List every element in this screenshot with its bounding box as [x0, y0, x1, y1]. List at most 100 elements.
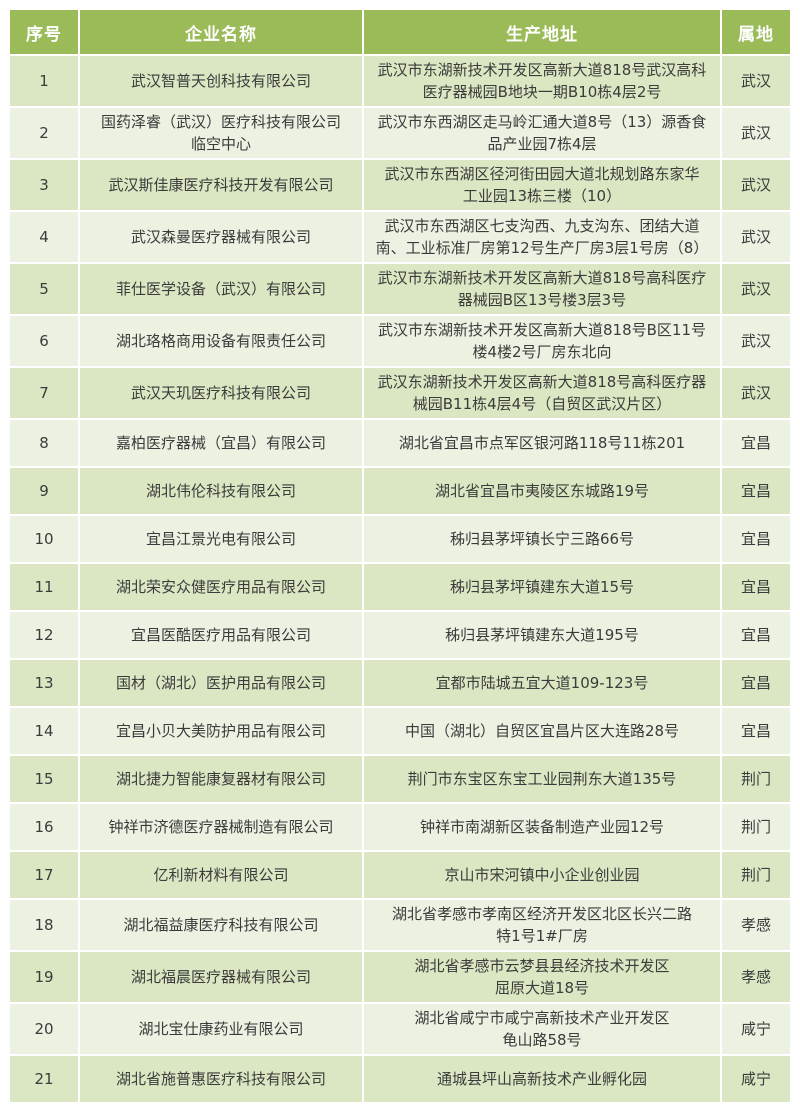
table-row: 1 武汉智普天创科技有限公司 武汉市东湖新技术开发区高新大道818号武汉高科 医… — [10, 56, 790, 106]
table-row: 16 钟祥市济德医疗器械制造有限公司 钟祥市南湖新区装备制造产业园12号 荆门 — [10, 804, 790, 850]
cell-region: 孝感 — [722, 900, 790, 950]
cell-region: 武汉 — [722, 368, 790, 418]
cell-company-name: 湖北福晨医疗器械有限公司 — [80, 952, 362, 1002]
table-body: 1 武汉智普天创科技有限公司 武汉市东湖新技术开发区高新大道818号武汉高科 医… — [10, 56, 790, 1102]
cell-index: 3 — [10, 160, 78, 210]
cell-company-name: 宜昌小贝大美防护用品有限公司 — [80, 708, 362, 754]
cell-index: 4 — [10, 212, 78, 262]
cell-company-name: 湖北荣安众健医疗用品有限公司 — [80, 564, 362, 610]
table-row: 19 湖北福晨医疗器械有限公司 湖北省孝感市云梦县县经济技术开发区 屈原大道18… — [10, 952, 790, 1002]
cell-company-name: 湖北捷力智能康复器材有限公司 — [80, 756, 362, 802]
cell-region: 咸宁 — [722, 1056, 790, 1102]
table-row: 11 湖北荣安众健医疗用品有限公司 秭归县茅坪镇建东大道15号 宜昌 — [10, 564, 790, 610]
cell-address: 武汉东湖新技术开发区高新大道818号高科医疗器 械园B11栋4层4号（自贸区武汉… — [364, 368, 720, 418]
cell-address: 湖北省孝感市云梦县县经济技术开发区 屈原大道18号 — [364, 952, 720, 1002]
cell-address: 钟祥市南湖新区装备制造产业园12号 — [364, 804, 720, 850]
cell-index: 6 — [10, 316, 78, 366]
cell-address: 荆门市东宝区东宝工业园荆东大道135号 — [364, 756, 720, 802]
company-table: 序号 企业名称 生产地址 属地 1 武汉智普天创科技有限公司 武汉市东湖新技术开… — [8, 8, 792, 1104]
cell-region: 宜昌 — [722, 612, 790, 658]
header-company-name: 企业名称 — [80, 10, 362, 54]
cell-index: 12 — [10, 612, 78, 658]
cell-index: 5 — [10, 264, 78, 314]
cell-region: 咸宁 — [722, 1004, 790, 1054]
cell-region: 荆门 — [722, 852, 790, 898]
table-row: 6 湖北珞格商用设备有限责任公司 武汉市东湖新技术开发区高新大道818号B区11… — [10, 316, 790, 366]
cell-region: 武汉 — [722, 56, 790, 106]
table-row: 10 宜昌江景光电有限公司 秭归县茅坪镇长宁三路66号 宜昌 — [10, 516, 790, 562]
cell-address: 湖北省咸宁市咸宁高新技术产业开发区 龟山路58号 — [364, 1004, 720, 1054]
header-region: 属地 — [722, 10, 790, 54]
cell-company-name: 湖北珞格商用设备有限责任公司 — [80, 316, 362, 366]
cell-index: 13 — [10, 660, 78, 706]
cell-address: 秭归县茅坪镇建东大道195号 — [364, 612, 720, 658]
table-row: 17 亿利新材料有限公司 京山市宋河镇中小企业创业园 荆门 — [10, 852, 790, 898]
table-row: 2 国药泽睿（武汉）医疗科技有限公司 临空中心 武汉市东西湖区走马岭汇通大道8号… — [10, 108, 790, 158]
cell-company-name: 宜昌江景光电有限公司 — [80, 516, 362, 562]
cell-index: 21 — [10, 1056, 78, 1102]
cell-address: 武汉市东湖新技术开发区高新大道818号B区11号 楼4楼2号厂房东北向 — [364, 316, 720, 366]
cell-address: 京山市宋河镇中小企业创业园 — [364, 852, 720, 898]
cell-company-name: 湖北省施普惠医疗科技有限公司 — [80, 1056, 362, 1102]
cell-address: 湖北省孝感市孝南区经济开发区北区长兴二路 特1号1#厂房 — [364, 900, 720, 950]
cell-address: 通城县坪山高新技术产业孵化园 — [364, 1056, 720, 1102]
table-row: 9 湖北伟伦科技有限公司 湖北省宜昌市夷陵区东城路19号 宜昌 — [10, 468, 790, 514]
cell-region: 武汉 — [722, 316, 790, 366]
cell-index: 20 — [10, 1004, 78, 1054]
cell-address: 秭归县茅坪镇建东大道15号 — [364, 564, 720, 610]
cell-index: 15 — [10, 756, 78, 802]
cell-index: 8 — [10, 420, 78, 466]
cell-index: 14 — [10, 708, 78, 754]
cell-index: 19 — [10, 952, 78, 1002]
cell-address: 湖北省宜昌市点军区银河路118号11栋201 — [364, 420, 720, 466]
cell-company-name: 亿利新材料有限公司 — [80, 852, 362, 898]
cell-region: 宜昌 — [722, 516, 790, 562]
cell-address: 武汉市东湖新技术开发区高新大道818号高科医疗 器械园B区13号楼3层3号 — [364, 264, 720, 314]
cell-index: 10 — [10, 516, 78, 562]
cell-region: 武汉 — [722, 212, 790, 262]
cell-region: 孝感 — [722, 952, 790, 1002]
cell-company-name: 武汉斯佳康医疗科技开发有限公司 — [80, 160, 362, 210]
cell-company-name: 宜昌医酷医疗用品有限公司 — [80, 612, 362, 658]
cell-company-name: 武汉森曼医疗器械有限公司 — [80, 212, 362, 262]
table-row: 18 湖北福益康医疗科技有限公司 湖北省孝感市孝南区经济开发区北区长兴二路 特1… — [10, 900, 790, 950]
header-row: 序号 企业名称 生产地址 属地 — [10, 10, 790, 54]
cell-index: 1 — [10, 56, 78, 106]
cell-address: 武汉市东西湖区七支沟西、九支沟东、团结大道 南、工业标准厂房第12号生产厂房3层… — [364, 212, 720, 262]
cell-address: 秭归县茅坪镇长宁三路66号 — [364, 516, 720, 562]
cell-address: 宜都市陆城五宜大道109-123号 — [364, 660, 720, 706]
cell-address: 武汉市东西湖区走马岭汇通大道8号（13）源香食 品产业园7栋4层 — [364, 108, 720, 158]
cell-region: 宜昌 — [722, 420, 790, 466]
table-row: 14 宜昌小贝大美防护用品有限公司 中国（湖北）自贸区宜昌片区大连路28号 宜昌 — [10, 708, 790, 754]
cell-index: 9 — [10, 468, 78, 514]
cell-company-name: 嘉柏医疗器械（宜昌）有限公司 — [80, 420, 362, 466]
table-row: 5 菲仕医学设备（武汉）有限公司 武汉市东湖新技术开发区高新大道818号高科医疗… — [10, 264, 790, 314]
cell-index: 17 — [10, 852, 78, 898]
cell-address: 武汉市东西湖区径河街田园大道北规划路东家华 工业园13栋三楼（10） — [364, 160, 720, 210]
table-row: 8 嘉柏医疗器械（宜昌）有限公司 湖北省宜昌市点军区银河路118号11栋201 … — [10, 420, 790, 466]
table-row: 4 武汉森曼医疗器械有限公司 武汉市东西湖区七支沟西、九支沟东、团结大道 南、工… — [10, 212, 790, 262]
table-row: 13 国材（湖北）医护用品有限公司 宜都市陆城五宜大道109-123号 宜昌 — [10, 660, 790, 706]
table-row: 3 武汉斯佳康医疗科技开发有限公司 武汉市东西湖区径河街田园大道北规划路东家华 … — [10, 160, 790, 210]
cell-region: 武汉 — [722, 108, 790, 158]
cell-index: 11 — [10, 564, 78, 610]
cell-region: 宜昌 — [722, 660, 790, 706]
cell-region: 武汉 — [722, 264, 790, 314]
table-row: 12 宜昌医酷医疗用品有限公司 秭归县茅坪镇建东大道195号 宜昌 — [10, 612, 790, 658]
cell-region: 荆门 — [722, 756, 790, 802]
cell-index: 18 — [10, 900, 78, 950]
cell-region: 武汉 — [722, 160, 790, 210]
table-row: 21 湖北省施普惠医疗科技有限公司 通城县坪山高新技术产业孵化园 咸宁 — [10, 1056, 790, 1102]
table-row: 20 湖北宝仕康药业有限公司 湖北省咸宁市咸宁高新技术产业开发区 龟山路58号 … — [10, 1004, 790, 1054]
header-index: 序号 — [10, 10, 78, 54]
cell-company-name: 湖北伟伦科技有限公司 — [80, 468, 362, 514]
cell-company-name: 湖北福益康医疗科技有限公司 — [80, 900, 362, 950]
cell-region: 宜昌 — [722, 468, 790, 514]
cell-region: 宜昌 — [722, 708, 790, 754]
table-row: 7 武汉天玑医疗科技有限公司 武汉东湖新技术开发区高新大道818号高科医疗器 械… — [10, 368, 790, 418]
cell-index: 7 — [10, 368, 78, 418]
cell-company-name: 武汉天玑医疗科技有限公司 — [80, 368, 362, 418]
cell-region: 宜昌 — [722, 564, 790, 610]
cell-company-name: 湖北宝仕康药业有限公司 — [80, 1004, 362, 1054]
cell-address: 湖北省宜昌市夷陵区东城路19号 — [364, 468, 720, 514]
